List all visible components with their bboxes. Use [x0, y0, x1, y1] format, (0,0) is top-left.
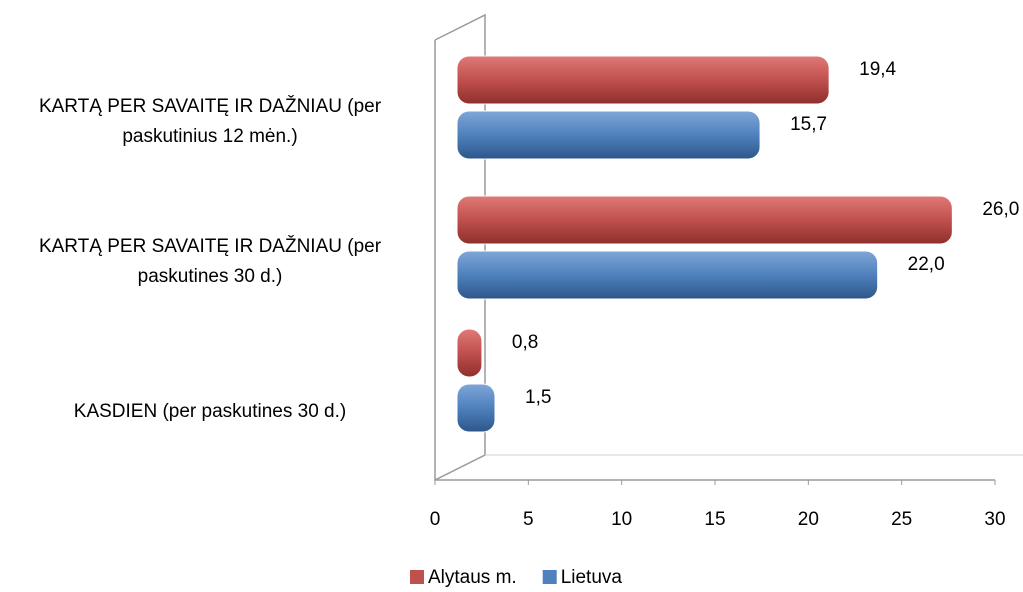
x-tick-label: 20 [798, 509, 819, 530]
x-tick-label: 25 [891, 509, 912, 530]
y-tick-label: KARTĄ PER SAVAITĘ IR DAŽNIAU (per paskut… [38, 236, 382, 287]
legend-label: Alytaus m. [428, 567, 517, 588]
bar [456, 110, 761, 160]
bar [456, 250, 879, 300]
y-tick-label: KASDIEN (per paskutines 30 d.) [73, 401, 347, 422]
value-label: 19,4 [859, 59, 896, 80]
value-label: 22,0 [908, 254, 945, 275]
legend-swatch [410, 570, 424, 584]
value-label: 15,7 [790, 114, 827, 135]
bar [456, 195, 953, 245]
value-label: 26,0 [982, 199, 1019, 220]
value-label: 0,8 [512, 332, 538, 353]
legend-swatch [542, 570, 557, 584]
value-label: 1,5 [525, 387, 551, 408]
x-tick-label: 10 [611, 509, 632, 530]
bar [456, 328, 483, 378]
x-tick-label: 5 [523, 509, 534, 530]
bar [456, 55, 830, 105]
y-tick-label: KARTĄ PER SAVAITĘ IR DAŽNIAU (per paskut… [38, 96, 382, 147]
x-tick-label: 30 [984, 509, 1005, 530]
legend-label: Lietuva [561, 567, 623, 588]
x-tick-label: 15 [704, 509, 725, 530]
bar [456, 383, 496, 433]
x-tick-label: 0 [430, 509, 441, 530]
